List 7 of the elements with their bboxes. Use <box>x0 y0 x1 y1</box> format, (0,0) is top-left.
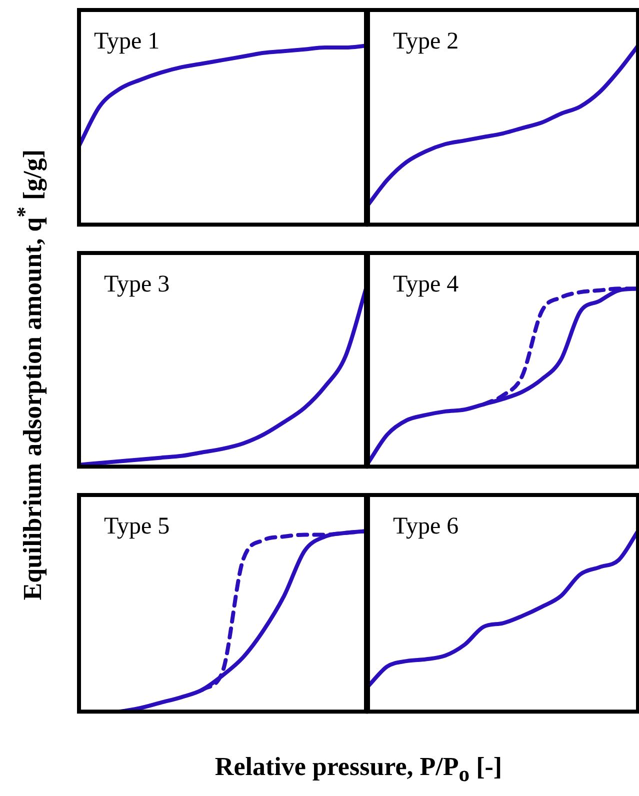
chart-title: Type 3 <box>104 271 170 298</box>
chart-title: Type 2 <box>393 28 459 54</box>
chart-title: Type 1 <box>94 28 160 54</box>
chart-title: Type 6 <box>393 513 459 540</box>
chart-title: Type 4 <box>393 271 459 298</box>
chart-title: Type 5 <box>104 513 170 540</box>
x-axis-title: Relative pressure, P/P$_{o}$ [-] <box>214 752 504 788</box>
